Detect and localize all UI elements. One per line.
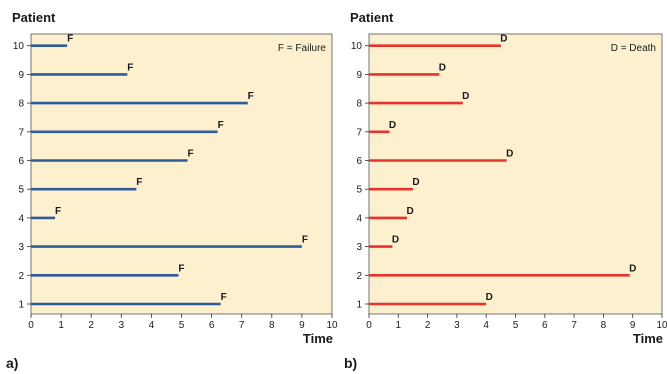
end-label-a-patient-9: F — [127, 62, 133, 73]
x-tick-label-b-3: 3 — [454, 320, 460, 331]
end-label-b-patient-4: D — [406, 206, 413, 217]
end-label-b-patient-7: D — [389, 120, 396, 131]
x-tick-label-a-10: 10 — [326, 320, 338, 331]
x-tick-label-b-1: 1 — [396, 320, 402, 331]
y-tick-label-b-4: 4 — [356, 213, 362, 224]
y-tick-label-a-3: 3 — [18, 242, 24, 253]
x-tick-label-b-4: 4 — [483, 320, 489, 331]
end-label-b-patient-9: D — [439, 62, 446, 73]
panel-label-a: a) — [6, 355, 18, 371]
y-tick-label-a-2: 2 — [18, 271, 24, 282]
end-label-a-patient-6: F — [187, 149, 193, 160]
end-label-a-patient-1: F — [221, 292, 227, 303]
x-axis-title-a: Time — [303, 331, 333, 346]
y-axis-title-b: Patient — [350, 10, 394, 25]
y-tick-label-a-5: 5 — [18, 185, 24, 196]
y-axis-title-a: Patient — [12, 10, 56, 25]
end-label-a-patient-10: F — [67, 34, 73, 45]
y-tick-label-a-9: 9 — [18, 70, 24, 81]
y-tick-label-b-5: 5 — [356, 185, 362, 196]
y-tick-label-b-6: 6 — [356, 156, 362, 167]
end-label-b-patient-6: D — [506, 149, 513, 160]
end-label-b-patient-8: D — [462, 91, 469, 102]
x-tick-label-a-2: 2 — [88, 320, 94, 331]
end-label-b-patient-2: D — [629, 263, 636, 274]
x-tick-label-a-0: 0 — [28, 320, 34, 331]
y-tick-label-a-8: 8 — [18, 99, 24, 110]
y-tick-label-b-1: 1 — [356, 300, 362, 311]
x-tick-label-b-7: 7 — [571, 320, 577, 331]
x-tick-label-b-6: 6 — [542, 320, 548, 331]
x-tick-label-b-5: 5 — [513, 320, 519, 331]
legend-b: D = Death — [611, 43, 656, 54]
x-tick-label-a-1: 1 — [58, 320, 64, 331]
end-label-a-patient-7: F — [218, 120, 224, 131]
x-tick-label-b-9: 9 — [630, 320, 636, 331]
end-label-a-patient-2: F — [178, 263, 184, 274]
y-tick-label-b-10: 10 — [351, 41, 363, 52]
y-tick-label-a-1: 1 — [18, 300, 24, 311]
panel-label-b: b) — [344, 355, 357, 371]
legend-a: F = Failure — [278, 43, 327, 54]
x-tick-label-b-8: 8 — [601, 320, 607, 331]
end-label-b-patient-1: D — [486, 292, 493, 303]
plot-area-a — [30, 33, 333, 315]
x-tick-label-b-0: 0 — [366, 320, 372, 331]
x-tick-label-a-5: 5 — [179, 320, 185, 331]
end-label-b-patient-10: D — [500, 34, 507, 45]
x-tick-label-b-10: 10 — [656, 320, 667, 331]
y-tick-label-b-8: 8 — [356, 99, 362, 110]
x-tick-label-a-8: 8 — [269, 320, 275, 331]
end-label-a-patient-3: F — [302, 235, 308, 246]
x-tick-label-a-3: 3 — [119, 320, 125, 331]
plot-area-b — [368, 33, 663, 315]
x-tick-label-a-7: 7 — [239, 320, 245, 331]
end-label-a-patient-8: F — [248, 91, 254, 102]
y-tick-label-a-7: 7 — [18, 127, 24, 138]
x-tick-label-a-6: 6 — [209, 320, 215, 331]
y-tick-label-b-3: 3 — [356, 242, 362, 253]
y-tick-label-a-6: 6 — [18, 156, 24, 167]
x-tick-label-b-2: 2 — [425, 320, 431, 331]
end-label-a-patient-4: F — [55, 206, 61, 217]
y-tick-label-b-2: 2 — [356, 271, 362, 282]
x-axis-title-b: Time — [633, 331, 663, 346]
y-tick-label-a-4: 4 — [18, 213, 24, 224]
end-label-a-patient-5: F — [136, 177, 142, 188]
end-label-b-patient-3: D — [392, 235, 399, 246]
end-label-b-patient-5: D — [412, 177, 419, 188]
y-tick-label-a-10: 10 — [13, 41, 25, 52]
y-tick-label-b-9: 9 — [356, 70, 362, 81]
y-tick-label-b-7: 7 — [356, 127, 362, 138]
x-tick-label-a-4: 4 — [149, 320, 155, 331]
x-tick-label-a-9: 9 — [299, 320, 305, 331]
